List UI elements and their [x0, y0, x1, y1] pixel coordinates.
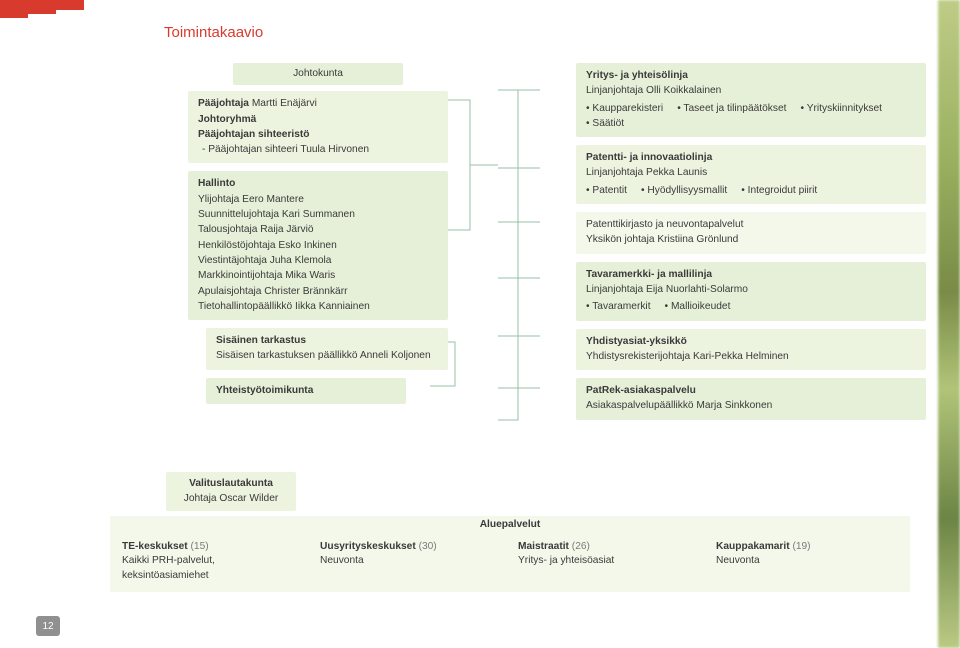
box-board: Johtokunta: [233, 63, 403, 85]
regional-3-count: (19): [792, 541, 810, 552]
regional-2-heading: Maistraatit: [518, 541, 569, 552]
exec-mgmt-heading: Johtoryhmä: [198, 112, 438, 127]
admin-line-6: Apulaisjohtaja Christer Brännkärr: [198, 284, 438, 299]
trademark-bullet-0: Tavaramerkit: [586, 299, 651, 314]
box-library: Patenttikirjasto ja neuvontapalvelut Yks…: [576, 212, 926, 254]
patents-bullet-0: Patentit: [586, 183, 627, 198]
admin-line-4: Viestintäjohtaja Juha Klemola: [198, 253, 438, 268]
regional-item-3: Kauppakamarit (19) Neuvonta: [716, 540, 898, 584]
decorative-right-strip: [938, 0, 960, 648]
enterprise-bullet-3: Säätiöt: [586, 116, 624, 131]
org-chart: Johtokunta Pääjohtaja Martti Enäjärvi Jo…: [36, 63, 924, 473]
regional-item-1: Uusyrityskeskukset (30) Neuvonta: [320, 540, 502, 584]
regional-1-heading: Uusyrityskeskukset: [320, 541, 416, 552]
box-cooperation: Yhteistyötoimikunta: [206, 378, 406, 404]
admin-line-0: Ylijohtaja Eero Mantere: [198, 192, 438, 207]
regional-2-desc: Yritys- ja yhteisöasiat: [518, 555, 614, 566]
trademark-heading: Tavaramerkki- ja mallilinja: [586, 267, 916, 282]
trademark-lead: Linjanjohtaja Eija Nuorlahti-Solarmo: [586, 282, 916, 297]
admin-line-7: Tietohallintopäällikkö Iikka Kanniainen: [198, 299, 438, 314]
regional-2-count: (26): [572, 541, 590, 552]
left-column: Johtokunta Pääjohtaja Martti Enäjärvi Jo…: [188, 63, 448, 412]
regional-3-desc: Neuvonta: [716, 555, 760, 566]
trademark-bullet-1: Mallioikeudet: [665, 299, 731, 314]
enterprise-bullet-1: Taseet ja tilinpäätökset: [677, 101, 786, 116]
patents-heading: Patentti- ja innovaatiolinja: [586, 150, 916, 165]
patents-bullet-1: Hyödyllisyysmallit: [641, 183, 727, 198]
admin-line-2: Talousjohtaja Raija Järviö: [198, 222, 438, 237]
library-line2: Yksikön johtaja Kristiina Grönlund: [586, 232, 916, 247]
page-title: Toimintakaavio: [164, 24, 924, 41]
appeals-heading: Valituslautakunta: [174, 476, 288, 491]
admin-heading: Hallinto: [198, 176, 438, 191]
exec-secretary: - Pääjohtajan sihteeri Tuula Hirvonen: [198, 142, 438, 157]
patents-lead: Linjanjohtaja Pekka Launis: [586, 165, 916, 180]
regional-0-desc: Kaikki PRH-palvelut, keksintöasiamiehet: [122, 555, 215, 581]
enterprise-heading: Yritys- ja yhteisölinja: [586, 68, 916, 83]
exec-ceo-heading: Pääjohtaja: [198, 98, 249, 109]
box-appeals: Valituslautakunta Johtaja Oscar Wilder: [166, 472, 296, 511]
regional-items: TE-keskukset (15) Kaikki PRH-palvelut, k…: [122, 540, 898, 584]
regional-item-2: Maistraatit (26) Yritys- ja yhteisöasiat: [518, 540, 700, 584]
box-enterprise-line: Yritys- ja yhteisölinja Linjanjohtaja Ol…: [576, 63, 926, 137]
enterprise-bullet-0: Kaupparekisteri: [586, 101, 663, 116]
admin-line-3: Henkilöstöjohtaja Esko Inkinen: [198, 238, 438, 253]
exec-ceo-name: Martti Enäjärvi: [252, 98, 317, 109]
regional-title: Aluepalvelut: [110, 519, 910, 530]
box-associations-unit: Yhdistyasiat-yksikkö Yhdistysrekisterijo…: [576, 329, 926, 371]
box-patrek: PatRek-asiakaspalvelu Asiakaspalvelupääl…: [576, 378, 926, 420]
patrek-lead: Asiakaspalvelupäällikkö Marja Sinkkonen: [586, 398, 916, 413]
assoc-lead: Yhdistysrekisterijohtaja Kari-Pekka Helm…: [586, 349, 916, 364]
internal-audit-heading: Sisäinen tarkastus: [216, 333, 438, 348]
regional-item-0: TE-keskukset (15) Kaikki PRH-palvelut, k…: [122, 540, 304, 584]
box-executive: Pääjohtaja Martti Enäjärvi Johtoryhmä Pä…: [188, 91, 448, 163]
internal-audit-lead: Sisäisen tarkastuksen päällikkö Anneli K…: [216, 348, 438, 363]
admin-line-1: Suunnittelujohtaja Kari Summanen: [198, 207, 438, 222]
box-admin: Hallinto Ylijohtaja Eero Mantere Suunnit…: [188, 171, 448, 320]
enterprise-lead: Linjanjohtaja Olli Koikkalainen: [586, 83, 916, 98]
right-column: Yritys- ja yhteisölinja Linjanjohtaja Ol…: [576, 63, 926, 428]
regional-0-count: (15): [191, 541, 209, 552]
enterprise-bullet-2: Yrityskiinnitykset: [801, 101, 883, 116]
accent-stripes: [0, 0, 160, 18]
box-internal-audit: Sisäinen tarkastus Sisäisen tarkastuksen…: [206, 328, 448, 370]
regional-3-heading: Kauppakamarit: [716, 541, 790, 552]
regional-1-count: (30): [419, 541, 437, 552]
box-regional-band: Aluepalvelut TE-keskukset (15) Kaikki PR…: [110, 516, 910, 592]
patents-bullet-2: Integroidut piirit: [741, 183, 817, 198]
appeals-lead: Johtaja Oscar Wilder: [174, 491, 288, 506]
assoc-heading: Yhdistyasiat-yksikkö: [586, 334, 916, 349]
patrek-heading: PatRek-asiakaspalvelu: [586, 383, 916, 398]
library-line1: Patenttikirjasto ja neuvontapalvelut: [586, 217, 916, 232]
exec-secretariat-heading: Pääjohtajan sihteeristö: [198, 127, 438, 142]
regional-0-heading: TE-keskukset: [122, 541, 188, 552]
box-patents-line: Patentti- ja innovaatiolinja Linjanjohta…: [576, 145, 926, 204]
cooperation-heading: Yhteistyötoimikunta: [216, 383, 396, 398]
page-number: 12: [36, 616, 60, 636]
regional-1-desc: Neuvonta: [320, 555, 364, 566]
box-trademark-line: Tavaramerkki- ja mallilinja Linjanjohtaj…: [576, 262, 926, 321]
admin-line-5: Markkinointijohtaja Mika Waris: [198, 268, 438, 283]
